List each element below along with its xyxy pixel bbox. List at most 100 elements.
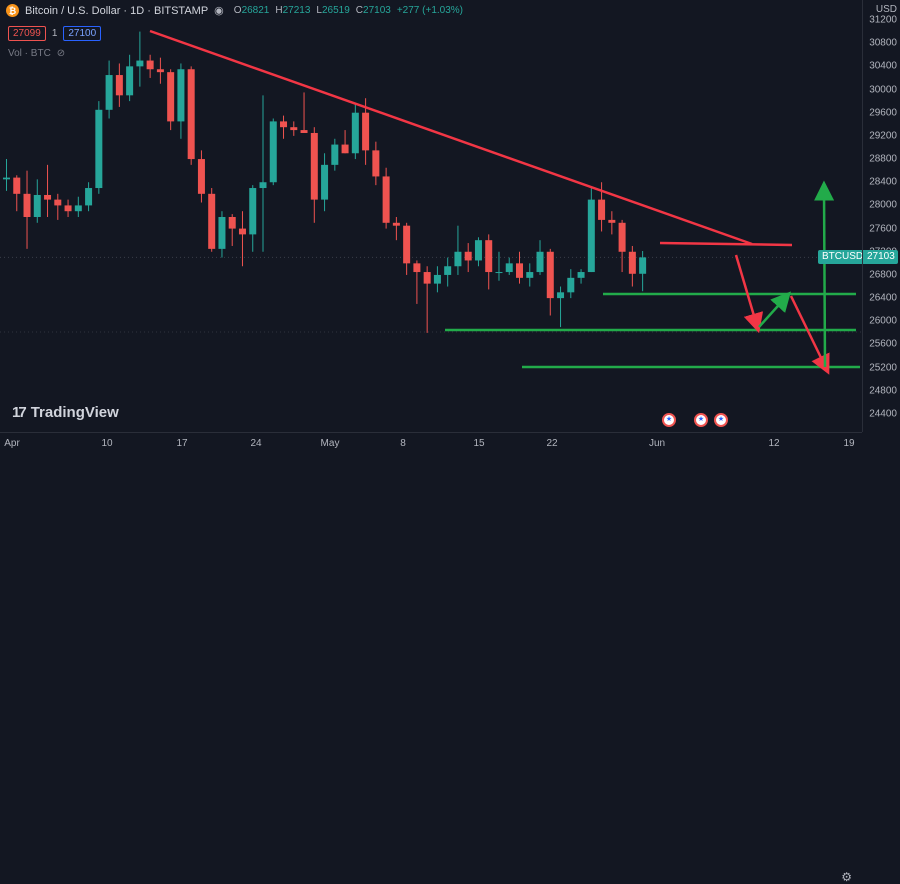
candle-body[interactable] xyxy=(392,222,400,226)
candle-body[interactable] xyxy=(639,257,647,274)
candlestick-chart[interactable] xyxy=(0,0,862,432)
trendline[interactable] xyxy=(659,241,793,247)
candle-body[interactable] xyxy=(321,164,329,200)
candle-body[interactable] xyxy=(54,199,62,206)
candle-body[interactable] xyxy=(187,69,195,160)
price-tick: 27600 xyxy=(869,223,897,235)
candle-body[interactable] xyxy=(577,272,585,278)
candle-body[interactable] xyxy=(13,177,21,194)
bid-price[interactable]: 27099 xyxy=(8,26,46,41)
candle-body[interactable] xyxy=(598,199,606,220)
time-tick: Jun xyxy=(648,438,666,449)
candle-body[interactable] xyxy=(280,121,288,128)
candle-body[interactable] xyxy=(454,251,462,267)
candle-body[interactable] xyxy=(249,188,257,235)
candle-body[interactable] xyxy=(341,144,349,154)
candle-body[interactable] xyxy=(628,251,636,274)
time-tick: Apr xyxy=(4,438,20,449)
time-tick: 8 xyxy=(400,438,406,449)
candle-body[interactable] xyxy=(259,182,267,189)
candle-body[interactable] xyxy=(218,217,226,249)
candle-body[interactable] xyxy=(177,69,185,122)
price-tick: 28400 xyxy=(869,176,897,188)
candle-body[interactable] xyxy=(146,60,154,70)
candle-body[interactable] xyxy=(516,263,523,278)
us-flag-icon[interactable]: ★ xyxy=(662,413,676,427)
candle-body[interactable] xyxy=(197,159,205,194)
candle-body[interactable] xyxy=(136,60,144,67)
candle-body[interactable] xyxy=(44,194,52,200)
candle-body[interactable] xyxy=(126,66,134,96)
candle-body[interactable] xyxy=(618,222,626,252)
eye-off-icon[interactable]: ⊘ xyxy=(56,48,66,59)
candle-body[interactable] xyxy=(105,75,113,110)
candle-body[interactable] xyxy=(362,112,370,151)
candle-body[interactable] xyxy=(167,72,175,122)
candle-body[interactable] xyxy=(290,127,298,131)
time-axis[interactable]: Apr 10 17 24 May 8 15 22 Jun 12 19 ⚙ xyxy=(0,432,862,884)
us-flag-icon[interactable]: ★ xyxy=(714,413,728,427)
us-flag-icon[interactable]: ★ xyxy=(694,413,708,427)
price-tick: 26400 xyxy=(869,292,897,304)
eye-icon[interactable]: ◉ xyxy=(214,5,224,17)
candle-body[interactable] xyxy=(403,225,411,264)
candle-body[interactable] xyxy=(536,251,544,273)
candle-body[interactable] xyxy=(228,217,236,229)
candle-body[interactable] xyxy=(413,263,421,273)
ask-price[interactable]: 27100 xyxy=(63,26,102,41)
candle-body[interactable] xyxy=(64,205,72,212)
price-tick: 25200 xyxy=(869,362,897,374)
candle-body[interactable] xyxy=(474,240,482,261)
chart-legend: ₿ Bitcoin / U.S. Dollar · 1D · BITSTAMP … xyxy=(6,4,463,17)
candle-body[interactable] xyxy=(423,272,431,284)
price-tick: 28000 xyxy=(869,199,897,211)
candle-body[interactable] xyxy=(238,228,246,235)
candle-body[interactable] xyxy=(485,240,493,273)
price-tick: 30800 xyxy=(869,37,897,49)
candle-body[interactable] xyxy=(3,177,10,180)
price-tick: 24800 xyxy=(869,385,897,397)
candle-body[interactable] xyxy=(351,112,359,154)
candle-body[interactable] xyxy=(23,193,31,217)
candle-body[interactable] xyxy=(269,121,277,183)
candle-body[interactable] xyxy=(546,251,554,299)
candle-body[interactable] xyxy=(74,205,82,212)
trendline[interactable] xyxy=(149,29,753,246)
symbol-title[interactable]: Bitcoin / U.S. Dollar · 1D · BITSTAMP xyxy=(25,4,209,17)
candle-body[interactable] xyxy=(33,194,41,217)
candle-body[interactable] xyxy=(587,199,595,273)
candle-body[interactable] xyxy=(85,188,93,206)
candle-body[interactable] xyxy=(156,69,164,73)
candle-body[interactable] xyxy=(557,292,565,299)
currency-label[interactable]: USD xyxy=(875,4,897,15)
chart-area[interactable]: ₿ Bitcoin / U.S. Dollar · 1D · BITSTAMP … xyxy=(0,0,868,432)
arrow[interactable] xyxy=(814,180,835,368)
time-tick: 10 xyxy=(101,438,113,449)
price-tick: 31200 xyxy=(869,14,897,26)
candle-body[interactable] xyxy=(95,109,103,189)
price-tick: 24400 xyxy=(869,408,897,420)
candle-body[interactable] xyxy=(372,150,380,177)
arrow[interactable] xyxy=(758,291,792,328)
settings-gear-icon[interactable]: ⚙ xyxy=(841,870,852,884)
candle-body[interactable] xyxy=(567,277,575,293)
price-tick: 25600 xyxy=(869,338,897,350)
price-axis[interactable]: USD 31200 30800 30400 30000 29600 29200 28800 2… xyxy=(862,0,900,432)
candle-body[interactable] xyxy=(495,272,503,274)
candle-body[interactable] xyxy=(208,193,216,249)
candle-body[interactable] xyxy=(505,263,513,273)
arrow[interactable] xyxy=(789,295,830,375)
candle-body[interactable] xyxy=(444,266,452,275)
candle-body[interactable] xyxy=(331,144,339,165)
bitcoin-icon: ₿ xyxy=(6,4,19,17)
candle-body[interactable] xyxy=(115,75,123,96)
arrow[interactable] xyxy=(734,254,764,334)
candle-body[interactable] xyxy=(382,176,390,223)
candle-body[interactable] xyxy=(608,219,616,223)
candle-body[interactable] xyxy=(464,251,472,261)
price-tick: 26000 xyxy=(869,315,897,327)
candle-body[interactable] xyxy=(526,272,534,278)
candle-body[interactable] xyxy=(300,130,308,133)
candle-body[interactable] xyxy=(310,132,318,200)
candle-body[interactable] xyxy=(433,274,441,284)
